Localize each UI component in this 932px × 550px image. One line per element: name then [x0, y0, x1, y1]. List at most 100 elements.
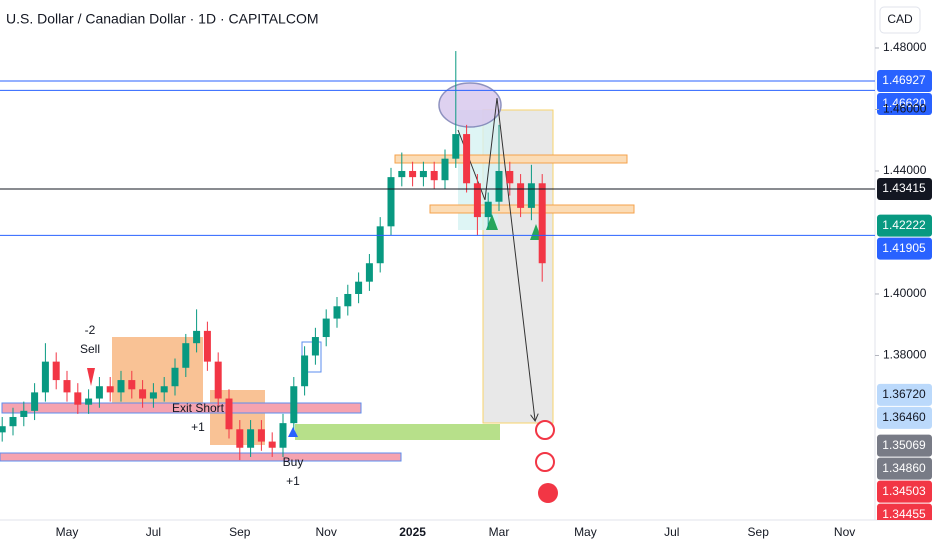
candle-body [160, 386, 168, 393]
candle-body [74, 392, 82, 405]
y-tick-label: 1.44000 [883, 163, 927, 177]
candle-body [214, 361, 222, 399]
candle-body [419, 170, 427, 178]
sell-arrow [87, 368, 95, 386]
price-badge [877, 92, 932, 115]
annotation: Exit Short [172, 401, 225, 415]
candle-body [322, 318, 330, 338]
candle-body [355, 281, 363, 294]
candle-body [409, 170, 417, 178]
candle-body [279, 423, 287, 448]
zone [112, 337, 203, 408]
drawings [0, 82, 635, 462]
annotation: +1 [286, 474, 300, 488]
candle-body [290, 386, 298, 424]
x-tick-label: May [56, 525, 79, 539]
price-label: 1.46620 [882, 96, 926, 110]
x-tick-label: Sep [229, 525, 251, 539]
candle-body [473, 183, 481, 218]
price-label: 1.34860 [882, 461, 926, 475]
price-label: 1.41905 [882, 241, 926, 255]
candle-body [203, 330, 211, 362]
forecast-arrow [457, 97, 535, 420]
currency-badge[interactable] [879, 6, 921, 34]
candle-body [63, 380, 71, 393]
ellipse [438, 82, 502, 128]
price-label: 1.46927 [882, 73, 926, 87]
candle-body [257, 429, 265, 442]
candle-body [193, 330, 201, 344]
candle-body [9, 416, 17, 427]
annotation: Buy [283, 455, 304, 469]
x-tick-label: May [574, 525, 597, 539]
annotation: +1 [191, 420, 205, 434]
candle-body [128, 380, 136, 390]
price-label: 1.34503 [882, 484, 926, 498]
triangle [486, 214, 498, 230]
price-label: 1.34455 [882, 507, 926, 521]
currency: CAD [887, 12, 913, 26]
price-badge [877, 406, 932, 429]
candle-body [506, 170, 514, 184]
zone [295, 424, 500, 440]
candle-body [333, 306, 341, 319]
candle-body [85, 398, 93, 405]
price-label: 1.43415 [882, 181, 926, 195]
x-tick-label: Jul [146, 525, 161, 539]
price-badge [877, 214, 932, 237]
overlays: -2 Sell Exit Short +1 Buy +1 [80, 323, 558, 503]
price-badge [877, 480, 932, 503]
y-tick-label: 1.38000 [883, 348, 927, 362]
price-badge [877, 177, 932, 200]
candle-body [387, 177, 395, 227]
price-label: 1.36460 [882, 410, 926, 424]
candle-body [52, 361, 60, 381]
candle-body [344, 293, 352, 307]
y-tick-label: 1.46000 [883, 102, 927, 116]
price-badge [877, 434, 932, 457]
event-icon [535, 420, 555, 440]
candle-body [484, 201, 492, 218]
price-badge [877, 69, 932, 92]
y-tick-label: 1.40000 [883, 286, 927, 300]
candle-body [311, 337, 319, 356]
candle-body [365, 263, 373, 282]
event-icon [535, 452, 555, 472]
price-label: 1.35069 [882, 438, 926, 452]
price-badge [877, 383, 932, 406]
candle-body [538, 183, 546, 264]
candle-body [441, 158, 449, 181]
y-tick-label: 1.48000 [883, 40, 927, 54]
annotation: -2 [85, 323, 96, 337]
zone [394, 154, 628, 164]
buy-arrow [288, 427, 298, 437]
candle-body [225, 398, 233, 430]
candle-body [247, 429, 255, 448]
x-tick-label: Jul [664, 525, 679, 539]
candle-body [268, 441, 276, 448]
candle-body [517, 183, 525, 208]
candle-body [430, 170, 438, 181]
candle-body [301, 355, 309, 387]
candle-body [95, 386, 103, 399]
event-icon [538, 483, 558, 503]
price-label: 1.36720 [882, 387, 926, 401]
price-badge [877, 503, 932, 520]
candle-body [236, 429, 244, 448]
candle-body [117, 380, 125, 393]
candle-body [182, 343, 190, 368]
candle-body [463, 134, 471, 184]
candle-body [0, 426, 6, 433]
candle-body [41, 361, 49, 393]
candle-body [149, 392, 157, 399]
price-label: 1.42222 [882, 218, 926, 232]
zone [1, 402, 362, 414]
candle-body [20, 410, 28, 417]
chart-title: U.S. Dollar / Canadian Dollar · 1D · CAP… [6, 11, 319, 27]
x-tick-label: Nov [834, 525, 855, 539]
candle-body [31, 392, 39, 411]
zone [0, 452, 402, 462]
candle-body [171, 367, 179, 387]
price-badge [877, 457, 932, 480]
